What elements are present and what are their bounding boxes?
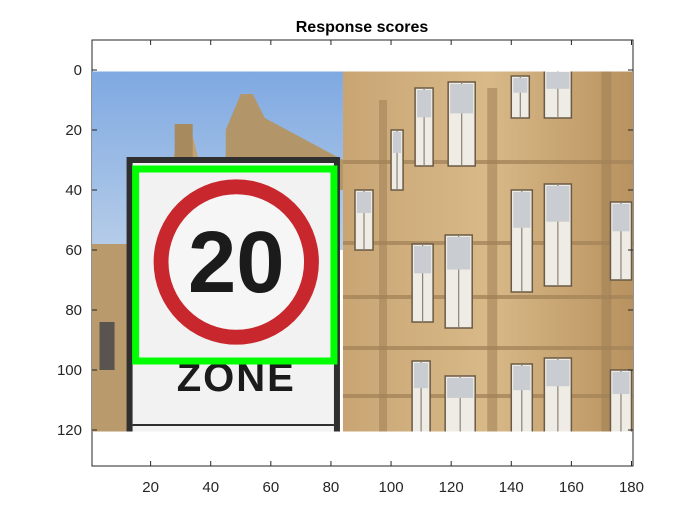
x-tick-label: 100: [379, 479, 404, 496]
left-window: [99, 322, 115, 370]
y-tick-label: 80: [65, 302, 82, 319]
window-pane-4: [414, 246, 432, 274]
window-pane-13: [612, 204, 630, 232]
x-tick-label: 180: [619, 479, 644, 496]
y-tick-label: 20: [65, 122, 82, 139]
plot-title: Response scores: [296, 19, 429, 36]
window-pane-14: [612, 372, 630, 395]
window-pane-15: [393, 132, 402, 153]
bay-edge-right: [601, 71, 612, 432]
y-tick-label: 0: [74, 62, 82, 79]
window-pane-11: [546, 360, 570, 387]
bay-edge-left: [379, 100, 388, 432]
x-tick-label: 160: [559, 479, 584, 496]
window-pane-10: [513, 366, 531, 391]
x-tick-label: 140: [499, 479, 524, 496]
sign-bottom-edge: [132, 424, 334, 426]
window-pane-2: [513, 78, 528, 93]
y-tick-label: 100: [57, 362, 82, 379]
window-pane-6: [513, 192, 531, 228]
window-pane-3: [546, 72, 570, 89]
sign-inner-disc: [168, 194, 305, 330]
window-pane-1: [450, 84, 474, 114]
y-tick-label: 120: [57, 422, 82, 439]
y-tick-label: 60: [65, 242, 82, 259]
x-tick-label: 40: [202, 479, 219, 496]
detection-box: [132, 165, 338, 365]
y-axis-ticks: 0 20 40 60 80 100 120: [57, 62, 633, 439]
x-tick-label: 80: [323, 479, 340, 496]
x-axis-ticks: 20 40 60 80 100 120 140 160 180: [142, 40, 644, 496]
window-pane-7: [546, 186, 570, 222]
window-pane-0: [417, 90, 432, 118]
chimney: [174, 124, 193, 166]
window-pane-9: [447, 378, 474, 398]
window-pane-8: [414, 363, 429, 389]
x-tick-label: 60: [262, 479, 279, 496]
window-pane-12: [356, 192, 372, 213]
y-tick-label: 40: [65, 182, 82, 199]
x-tick-label: 120: [439, 479, 464, 496]
bay-edge-mid: [487, 88, 498, 432]
window-pane-5: [447, 237, 471, 270]
sign-number: 20: [188, 214, 285, 311]
x-tick-label: 20: [142, 479, 159, 496]
